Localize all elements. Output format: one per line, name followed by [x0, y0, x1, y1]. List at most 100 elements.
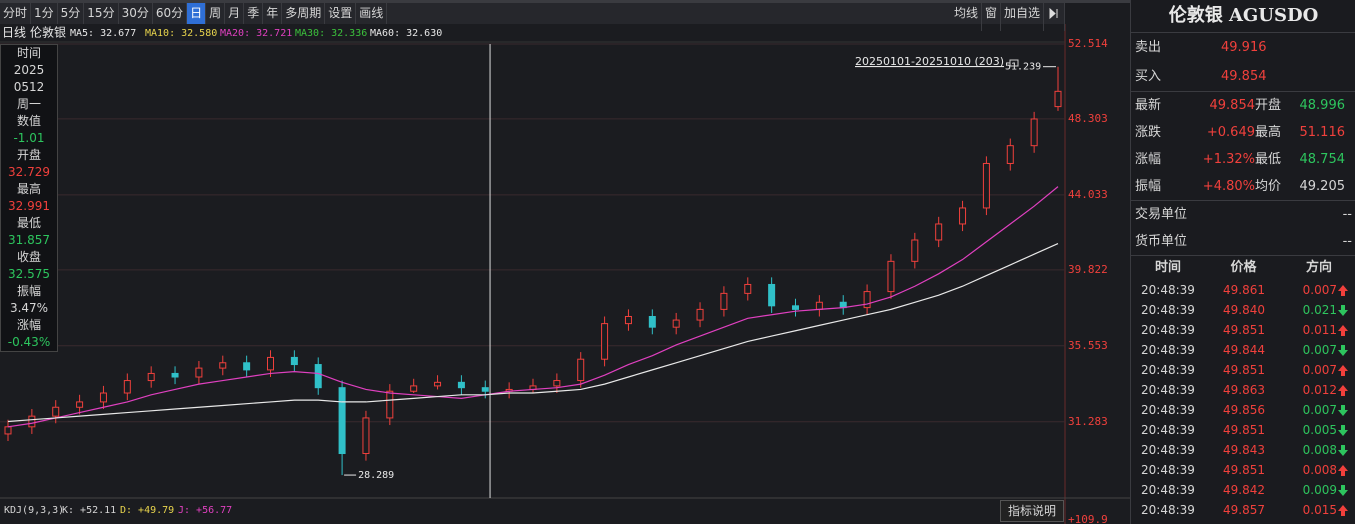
candle-body — [362, 417, 370, 455]
tick-volume: 0.007 — [1302, 363, 1337, 377]
tick-row: 20:48:39 49.863 0.012 — [1131, 380, 1355, 400]
tick-volume: 0.005 — [1302, 423, 1337, 437]
candle-body — [935, 223, 943, 241]
ticks-header-cell: 价格 — [1230, 260, 1257, 275]
candle-body — [76, 401, 84, 408]
y-tick-label: 39.822 — [1068, 263, 1108, 276]
candle-body — [648, 315, 656, 328]
period-tab[interactable]: 60分 — [153, 3, 188, 24]
y-tick-label: 52.514 — [1068, 37, 1108, 50]
ma-legend: MA10: 32.580 — [145, 28, 217, 39]
quote-row: 涨幅 +1.32% 最低 48.754 — [1131, 146, 1355, 173]
candle-body — [219, 362, 227, 369]
candle-body — [267, 356, 274, 371]
unit-label: 货币单位 — [1135, 234, 1188, 249]
tick-price: 49.851 — [1223, 463, 1265, 477]
info-item: 32.991 — [8, 199, 50, 213]
toolbar-button[interactable]: 均线 — [951, 3, 982, 31]
candle-body — [982, 162, 990, 209]
info-item: -0.43% — [7, 335, 51, 349]
candle-body — [1030, 118, 1038, 147]
tick-row: 20:48:39 49.851 0.007 — [1131, 360, 1355, 380]
bidask-label: 买入 — [1135, 69, 1162, 84]
quote-title: 伦敦银 AGUSDO — [1131, 0, 1355, 33]
candle-body — [4, 426, 12, 435]
quote-panel: 伦敦银 AGUSDO 卖出 49.916 买入 49.854 最新 49.854 开盘 48.9… — [1130, 0, 1355, 524]
candle-body — [481, 387, 489, 392]
tick-price: 49.851 — [1223, 363, 1265, 377]
unit-value: -- — [1342, 207, 1352, 222]
indicator-value: J: +56.77 — [178, 505, 232, 516]
quote-value: 49.854 — [1209, 98, 1256, 113]
quote-value: 48.996 — [1299, 98, 1346, 113]
period-tab[interactable]: 1分 — [31, 3, 58, 24]
tick-price: 49.856 — [1223, 403, 1265, 417]
candle-body — [720, 292, 728, 310]
info-item: 0512 — [13, 80, 45, 94]
tick-price: 49.840 — [1223, 303, 1265, 317]
tick-direction — [1337, 500, 1351, 520]
tick-price: 49.851 — [1223, 323, 1265, 337]
info-item: 3.47% — [9, 301, 49, 315]
tick-time: 20:48:39 — [1141, 403, 1195, 417]
toolbar-button[interactable]: 窗 — [982, 3, 1001, 31]
period-tab[interactable]: 月 — [225, 3, 245, 24]
info-item: 周一 — [16, 97, 41, 111]
quote-value: 49.205 — [1299, 179, 1346, 194]
ticks-header: 时间 价格 方向 — [1131, 256, 1355, 280]
indicator-button[interactable]: 指标说明 — [1000, 500, 1064, 522]
period-tab[interactable]: 30分 — [119, 3, 153, 24]
tick-direction — [1337, 360, 1351, 380]
quote-value: +1.32% — [1202, 152, 1255, 167]
candle-body — [147, 372, 155, 382]
tick-direction — [1337, 480, 1351, 500]
quote-row: 最新 49.854 开盘 48.996 — [1131, 92, 1355, 119]
tick-direction — [1337, 420, 1351, 440]
info-panel: 时间 2025 0512 周一 数值 -1.01 开盘 32.729 最高 32.991 最低 31.… — [0, 44, 58, 352]
y-tick-label: 35.553 — [1068, 339, 1108, 352]
tick-row: 20:48:39 49.857 0.015 — [1131, 500, 1355, 520]
period-tab[interactable]: 周 — [206, 3, 226, 24]
tick-volume: 0.012 — [1302, 383, 1337, 397]
range-label[interactable]: 20250101-20251010 (203) — [855, 55, 1004, 68]
tick-row: 20:48:39 49.851 0.008 — [1131, 460, 1355, 480]
period-tab[interactable]: 季 — [244, 3, 264, 24]
info-item: 开盘 — [16, 148, 41, 162]
quote-label: 开盘 — [1255, 98, 1282, 113]
candle-body — [290, 356, 298, 366]
info-item: 32.729 — [8, 165, 50, 179]
info-item: 振幅 — [16, 284, 41, 298]
unit-label: 交易单位 — [1135, 207, 1188, 222]
quote-value: 51.116 — [1299, 125, 1346, 140]
candle-body — [171, 372, 179, 378]
candle-body — [863, 291, 871, 309]
toolbar-button[interactable]: 加自选 — [1001, 3, 1044, 31]
toolbar-icon[interactable] — [1044, 3, 1065, 31]
ma-legend: MA5: 32.677 — [70, 28, 136, 39]
min-label: 28.289 — [358, 470, 394, 481]
top-strip — [0, 0, 1130, 3]
period-tab[interactable]: 画线 — [356, 3, 388, 24]
toolbar-right: 均线窗加自选 — [951, 3, 1065, 31]
tick-direction — [1337, 460, 1351, 480]
candle-body — [52, 406, 60, 417]
quote-row: 振幅 +4.80% 均价 49.205 — [1131, 173, 1355, 201]
candle-body — [434, 381, 442, 387]
period-tab[interactable]: 5分 — [58, 3, 85, 24]
tick-volume: 0.021 — [1302, 303, 1337, 317]
candle-body — [386, 390, 394, 419]
info-item: 最高 — [16, 182, 41, 196]
period-tab[interactable]: 分时 — [0, 3, 32, 24]
unit-row: 交易单位 -- — [1131, 201, 1355, 228]
indicator-value: KDJ(9,3,3) — [4, 505, 64, 516]
period-tab[interactable]: 15分 — [84, 3, 119, 24]
period-tab[interactable]: 日 — [187, 3, 207, 24]
candle-body — [28, 415, 36, 428]
period-tab[interactable]: 设置 — [325, 3, 357, 24]
tick-time: 20:48:39 — [1141, 303, 1195, 317]
tick-time: 20:48:39 — [1141, 503, 1195, 517]
period-tab[interactable]: 年 — [263, 3, 283, 24]
tick-time: 20:48:39 — [1141, 443, 1195, 457]
period-tab[interactable]: 多周期 — [282, 3, 326, 24]
